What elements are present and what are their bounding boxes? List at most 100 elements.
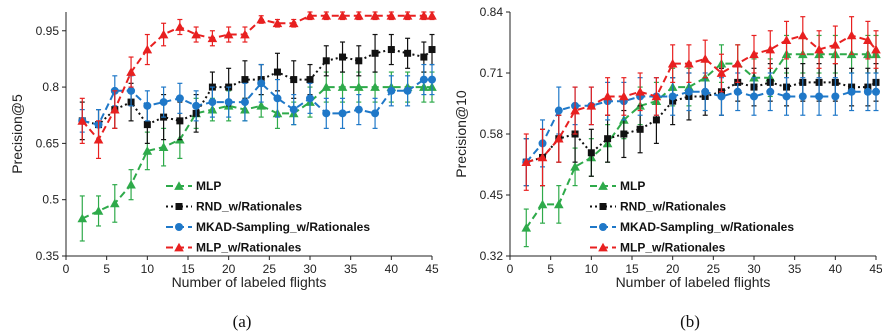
series-mkad-sampling-w-rationales	[78, 63, 436, 141]
legend-label: MLP_w/Rationales	[196, 241, 302, 255]
data-point	[798, 30, 808, 40]
legend-label: MLP	[196, 179, 221, 193]
data-point	[93, 134, 104, 144]
x-tick-label: 20	[666, 262, 680, 276]
data-point	[717, 92, 726, 101]
legend-marker	[599, 203, 607, 210]
data-point	[256, 14, 266, 24]
data-point	[830, 40, 841, 49]
legend-label: RND_w/Rationales	[620, 200, 726, 214]
data-point	[814, 44, 824, 54]
data-point	[337, 10, 348, 20]
series-line	[526, 34, 877, 164]
y-tick-label: 0.71	[480, 66, 504, 80]
data-point	[290, 76, 298, 84]
x-tick-label: 25	[707, 262, 721, 276]
x-axis-title: Number of labeled flights	[616, 274, 771, 290]
data-point	[175, 22, 185, 31]
data-point	[77, 213, 88, 223]
panel-caption: (a)	[233, 312, 252, 331]
x-tick-label: 40	[385, 262, 399, 276]
data-point	[521, 157, 532, 166]
data-point	[619, 91, 629, 101]
data-point	[370, 10, 380, 20]
x-tick-label: 5	[547, 262, 554, 276]
data-point	[305, 10, 315, 20]
y-tick-label: 0.5	[42, 193, 59, 207]
data-point	[288, 18, 299, 28]
data-point	[191, 29, 201, 39]
legend-item: MLP	[590, 179, 645, 193]
series-line	[525, 53, 876, 229]
data-point	[404, 49, 412, 57]
data-point	[863, 35, 873, 44]
data-point	[684, 58, 694, 68]
y-tick-label: 0.32	[480, 249, 504, 263]
data-point	[371, 49, 379, 57]
data-point	[872, 87, 880, 96]
panel-caption: (b)	[680, 312, 700, 331]
legend-item: MLP_w/Rationales	[166, 241, 302, 255]
y-tick-label: 0.35	[36, 249, 60, 263]
y-tick-label: 0.58	[480, 127, 504, 141]
data-point	[636, 125, 644, 133]
legend-label: MKAD-Sampling_w/Rationales	[196, 220, 370, 234]
data-point	[321, 10, 332, 20]
y-tick-label: 0.84	[480, 5, 504, 19]
data-point	[143, 121, 151, 129]
legend-label: MLP_w/Rationales	[620, 241, 726, 255]
data-point	[668, 92, 677, 101]
data-point	[700, 54, 710, 63]
data-point	[570, 105, 580, 115]
x-tick-label: 5	[103, 262, 110, 276]
data-point	[554, 133, 564, 143]
legend-marker	[175, 203, 183, 210]
data-point	[716, 68, 727, 77]
data-point	[766, 87, 775, 96]
data-point	[602, 91, 613, 101]
data-point	[782, 92, 791, 101]
data-point	[831, 92, 840, 101]
data-point	[272, 18, 283, 28]
data-point	[428, 75, 436, 84]
data-point	[158, 29, 169, 39]
data-point	[322, 57, 330, 65]
data-point	[192, 101, 201, 110]
y-axis-title: Precision@10	[453, 90, 469, 178]
series-mlp-w-rationales	[77, 10, 437, 159]
legend-item: RND_w/Rationales	[590, 200, 726, 214]
series-line	[81, 14, 432, 142]
series-line	[82, 78, 432, 126]
x-axis-title: Number of labeled flights	[172, 274, 327, 290]
data-point	[863, 87, 872, 96]
data-point	[176, 117, 184, 125]
legend-item: MLP_w/Rationales	[590, 241, 726, 255]
data-point	[143, 101, 152, 110]
data-point	[339, 53, 347, 61]
x-tick-label: 35	[788, 262, 802, 276]
data-point	[537, 152, 548, 162]
series-line	[526, 81, 877, 164]
data-point	[652, 116, 660, 124]
data-point	[240, 98, 249, 107]
data-point	[127, 86, 136, 95]
data-point	[554, 106, 563, 115]
data-point	[93, 206, 104, 215]
data-point	[110, 104, 120, 114]
data-point	[355, 57, 363, 65]
x-tick-label: 15	[625, 262, 639, 276]
data-point	[570, 162, 580, 171]
data-point	[77, 116, 88, 125]
data-point	[223, 29, 234, 39]
data-point	[871, 44, 881, 54]
data-point	[419, 75, 428, 84]
data-point	[256, 101, 266, 110]
data-point	[321, 82, 332, 91]
data-point	[420, 53, 428, 61]
data-point	[126, 67, 136, 76]
data-point	[354, 105, 363, 114]
data-point	[387, 46, 395, 54]
legend-label: MLP	[620, 179, 645, 193]
x-tick-label: 10	[141, 262, 155, 276]
data-point	[651, 91, 662, 101]
